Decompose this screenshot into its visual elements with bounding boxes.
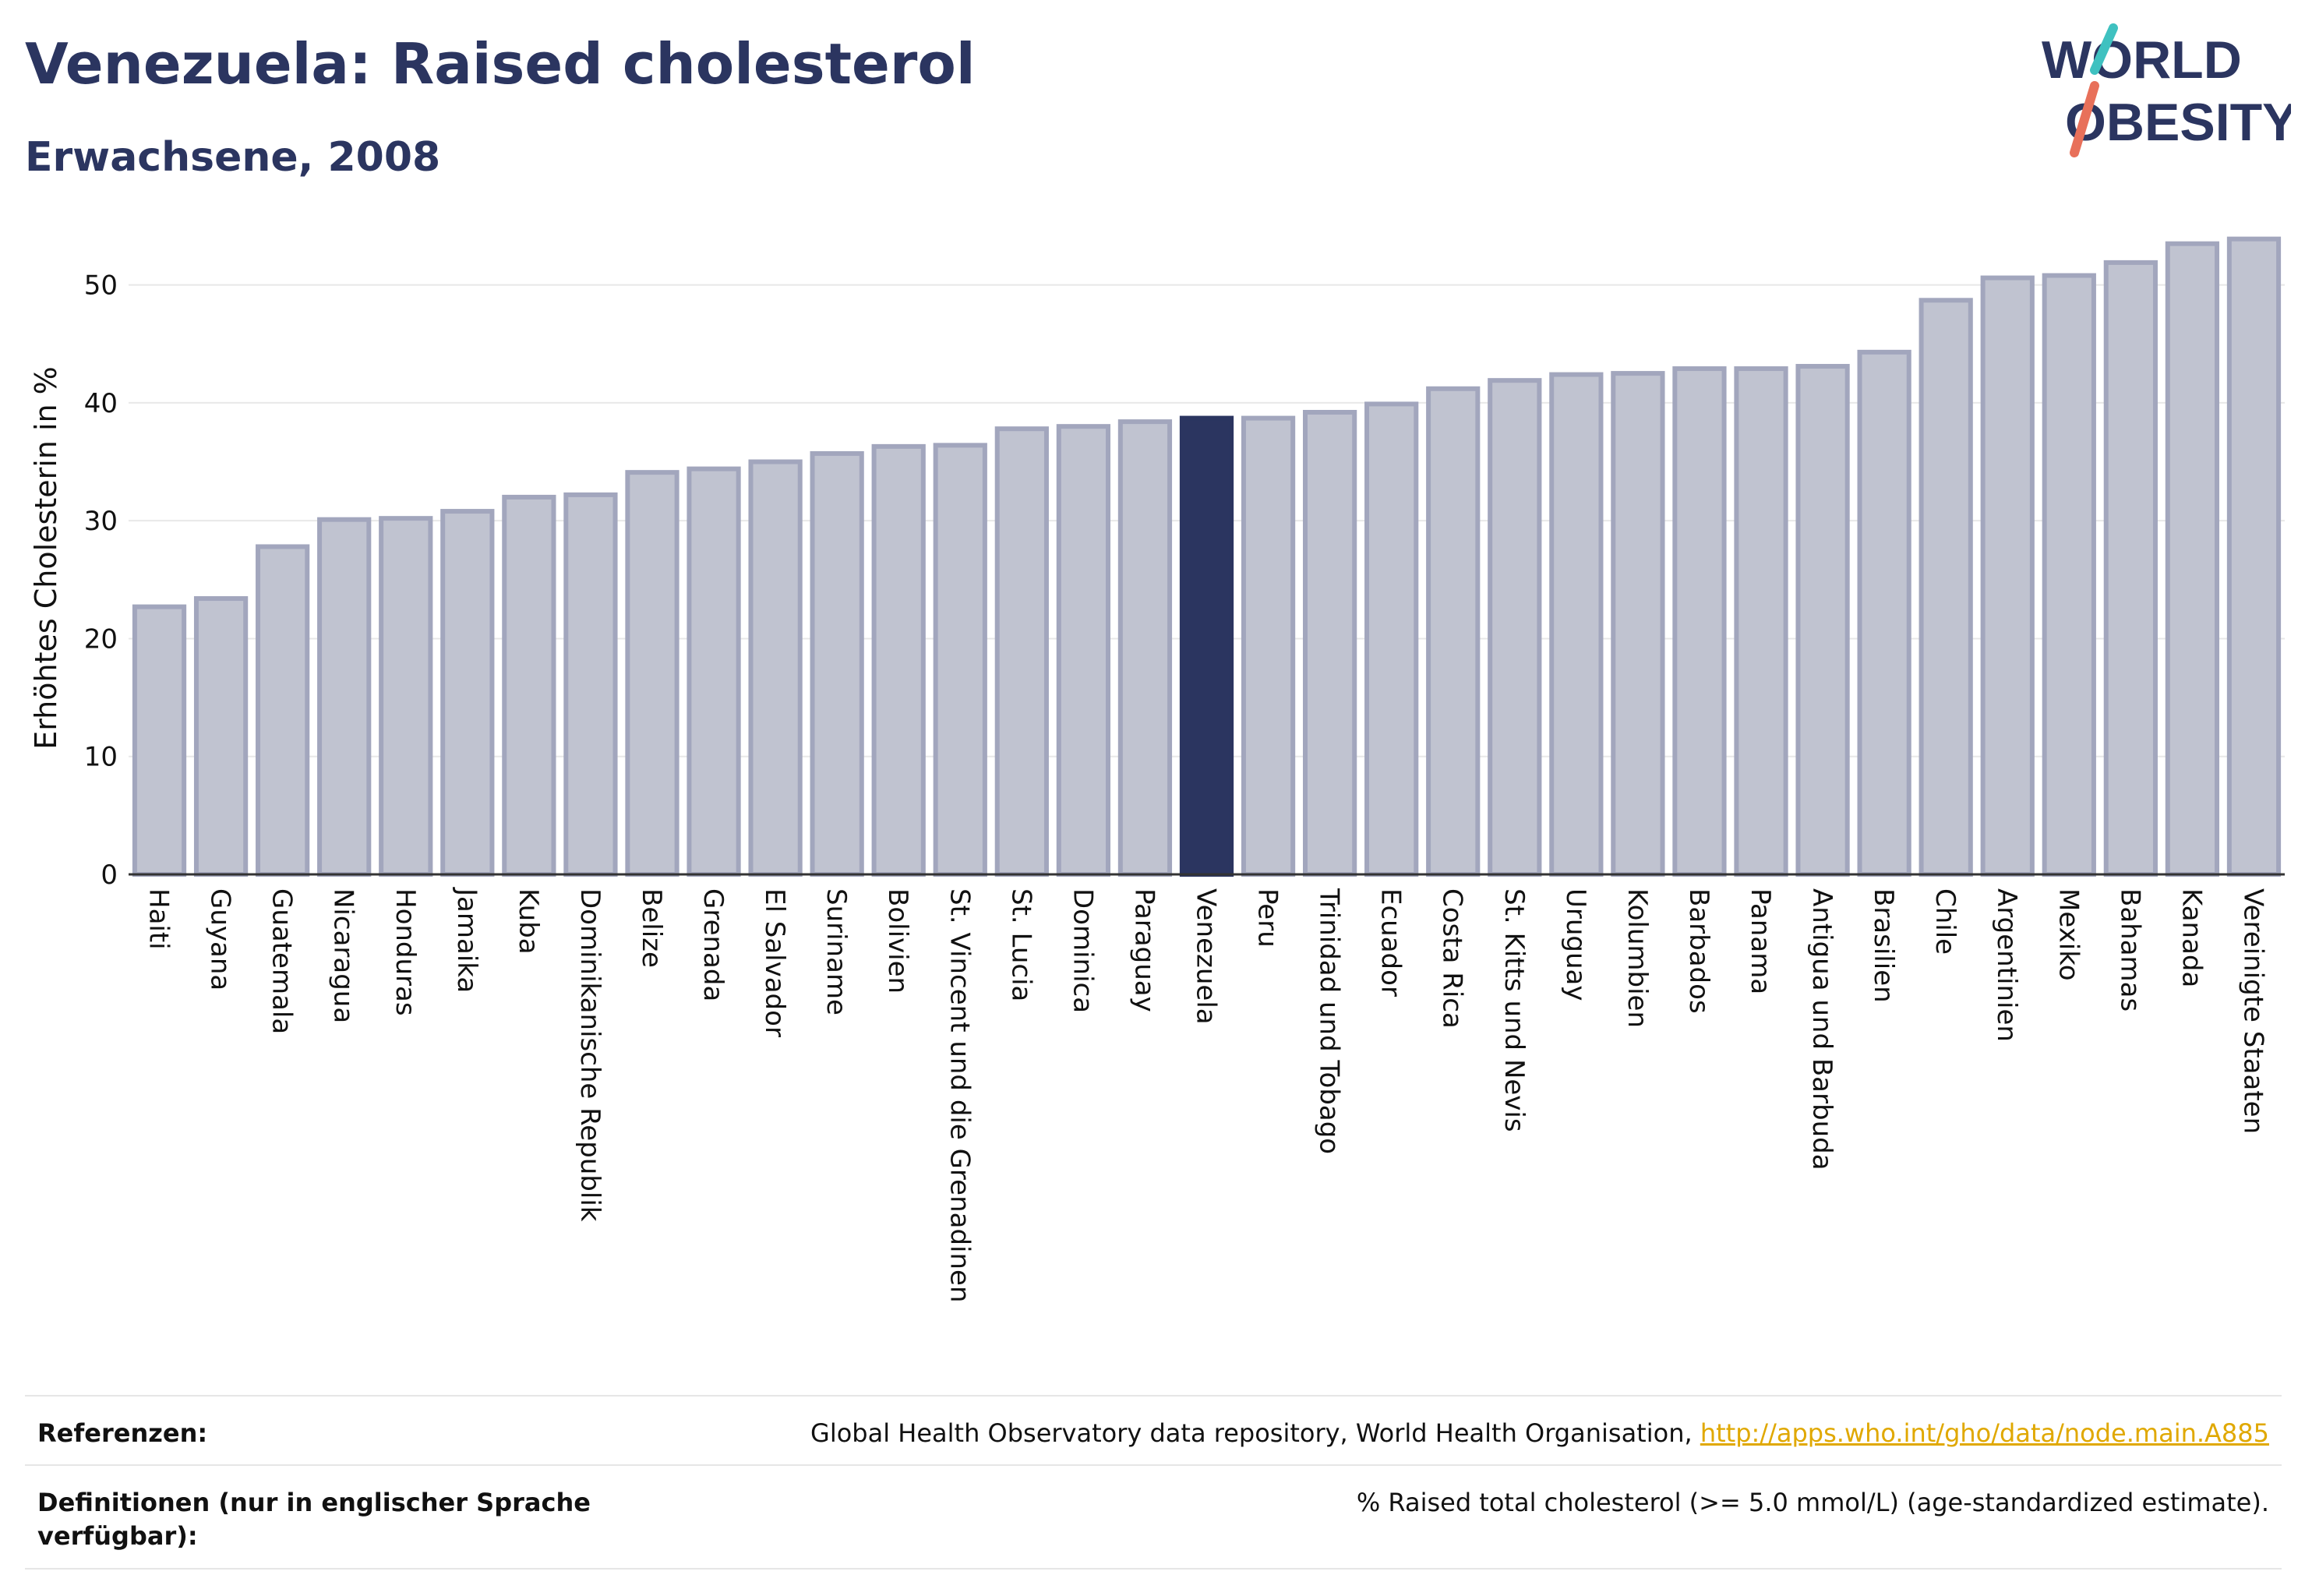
bar-bahamas — [2103, 260, 2158, 877]
page-subtitle: Erwachsene, 2008 — [25, 134, 441, 181]
references-table: Referenzen: Global Health Observatory da… — [25, 1395, 2282, 1570]
bar-brasilien — [1857, 349, 1911, 877]
y-tick-label: 0 — [101, 860, 118, 891]
x-tick-label: Vereinigte Staaten — [2237, 888, 2268, 1134]
x-tick-label: Guatemala — [267, 888, 298, 1034]
bar-st-lucia — [994, 426, 1049, 877]
bar-barbados — [1672, 366, 1727, 877]
x-tick-label: Kanada — [2176, 888, 2207, 987]
x-tick-label: Costa Rica — [1437, 888, 1468, 1029]
bar-dominikanische-republik — [563, 492, 618, 877]
x-tick-label: Paraguay — [1128, 888, 1160, 1012]
x-tick-label: Bahamas — [2114, 888, 2145, 1012]
bar-belize — [625, 470, 679, 877]
bar-honduras — [379, 516, 433, 877]
bar-dominica — [1056, 424, 1111, 877]
bar-panama — [1734, 366, 1788, 877]
references-link[interactable]: http://apps.who.int/gho/data/node.main.A… — [1700, 1418, 2269, 1448]
references-label: Referenzen: — [37, 1418, 208, 1448]
bar-el-salvador — [748, 459, 803, 877]
x-tick-label: Suriname — [821, 888, 852, 1015]
svg-text:OBESITY: OBESITY — [2065, 93, 2291, 152]
world-obesity-logo: WORLD OBESITY — [2042, 23, 2291, 157]
bar-paraguay — [1117, 419, 1173, 877]
references-text: Global Health Observatory data repositor… — [810, 1418, 1700, 1448]
bar-nicaragua — [317, 517, 372, 877]
page-title: Venezuela: Raised cholesterol — [25, 31, 976, 97]
x-tick-label: Panama — [1745, 888, 1776, 994]
x-tick-label: Guyana — [205, 888, 236, 990]
x-tick-label: Mexiko — [2053, 888, 2084, 981]
bar-kanada — [2165, 241, 2220, 877]
definitions-label: Definitionen (nur in englischer Sprache … — [37, 1488, 591, 1552]
bar-chile — [1918, 298, 1973, 877]
definitions-value: % Raised total cholesterol (>= 5.0 mmol/… — [1356, 1488, 2269, 1518]
x-tick-label: Honduras — [390, 888, 421, 1016]
y-axis-label: Erhöhtes Cholesterin in % — [29, 366, 63, 750]
x-tick-label: Venezuela — [1191, 888, 1222, 1025]
bar-venezuela — [1179, 415, 1234, 877]
x-tick-label: St. Lucia — [1005, 888, 1036, 1001]
x-tick-label: Kuba — [513, 888, 544, 955]
bar-ecuador — [1364, 401, 1419, 877]
bar-suriname — [810, 450, 864, 877]
x-tick-label: Ecuador — [1375, 888, 1407, 997]
bar-kolumbien — [1611, 371, 1665, 877]
bar-costa-rica — [1426, 386, 1481, 877]
x-tick-label: Grenada — [697, 888, 729, 1001]
bar-st-vincent-und-die-grenadinen — [933, 443, 987, 877]
x-tick-label: Haiti — [143, 888, 175, 950]
bar-mexiko — [2042, 273, 2096, 877]
bar-guatemala — [256, 544, 310, 877]
x-tick-label: Dominikanische Republik — [574, 888, 605, 1222]
x-tick-label: Barbados — [1683, 888, 1714, 1014]
bar-grenada — [687, 466, 741, 877]
references-value: Global Health Observatory data repositor… — [810, 1417, 2269, 1450]
x-tick-label: Kolumbien — [1622, 888, 1653, 1028]
y-tick-label: 50 — [84, 270, 118, 302]
bar-uruguay — [1549, 372, 1604, 877]
x-tick-label: Brasilien — [1868, 888, 1899, 1003]
x-tick-label: Antigua und Barbuda — [1806, 888, 1837, 1171]
x-tick-label: Uruguay — [1560, 888, 1591, 1001]
x-tick-label: St. Kitts und Nevis — [1498, 888, 1530, 1132]
bar-kuba — [502, 494, 556, 877]
bar-guyana — [193, 596, 249, 877]
bar-haiti — [132, 604, 187, 877]
bar-st-kitts-und-nevis — [1488, 378, 1542, 877]
bar-vereinigte-staaten — [2226, 236, 2282, 877]
references-row: Referenzen: Global Health Observatory da… — [25, 1395, 2282, 1464]
bar-bolivien — [871, 443, 926, 877]
bar-jamaika — [440, 509, 495, 877]
x-tick-label: Nicaragua — [328, 888, 359, 1023]
bar-antigua-und-barbuda — [1795, 364, 1850, 877]
bar-trinidad-und-tobago — [1302, 410, 1357, 877]
x-tick-label: Jamaika — [451, 887, 482, 993]
x-tick-label: Belize — [636, 888, 667, 968]
bar-chart: 0 10 20 30 40 50 Haiti Guyana Guatemala Nicaragua… — [29, 236, 2285, 1303]
x-tick-label: Bolivien — [882, 888, 913, 994]
svg-text:WORLD: WORLD — [2042, 30, 2242, 90]
x-tick-label: Peru — [1252, 888, 1283, 948]
bar-peru — [1241, 415, 1296, 877]
x-tick-label: El Salvador — [759, 888, 790, 1037]
definitions-row: Definitionen (nur in englischer Sprache … — [25, 1464, 2282, 1570]
x-tick-label: Argentinien — [1991, 888, 2022, 1042]
bar-argentinien — [1980, 275, 2035, 877]
x-tick-label: St. Vincent und die Grenadinen — [944, 888, 975, 1303]
x-tick-label: Chile — [1929, 888, 1961, 955]
y-tick-label: 30 — [84, 506, 118, 537]
x-tick-label: Trinidad und Tobago — [1314, 888, 1345, 1154]
y-tick-label: 20 — [84, 623, 118, 655]
y-tick-label: 40 — [84, 388, 118, 419]
y-tick-label: 10 — [84, 742, 118, 773]
x-tick-label: Dominica — [1067, 888, 1098, 1013]
